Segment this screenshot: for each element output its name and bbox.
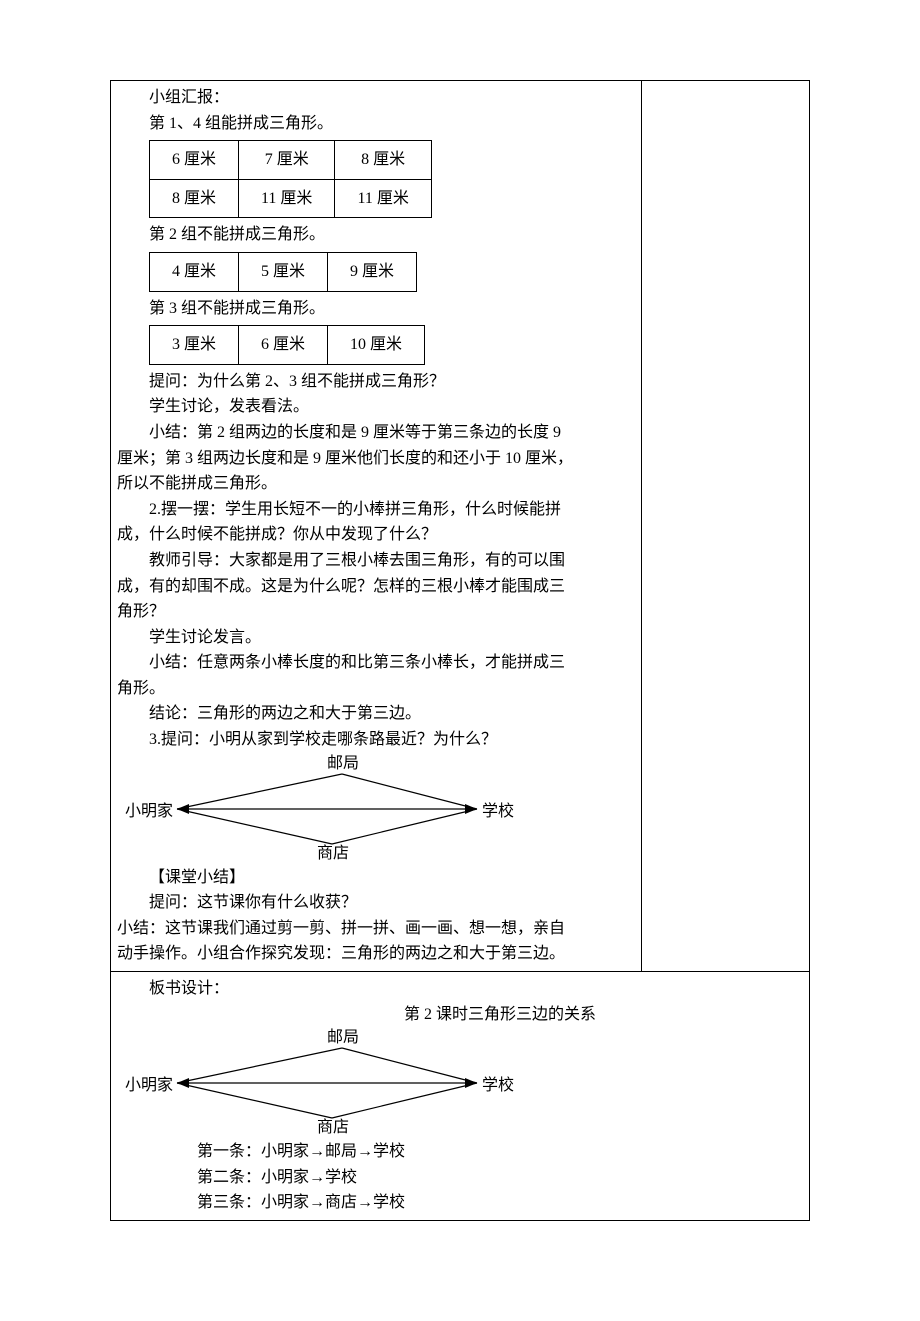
label-school: 学校 — [482, 799, 514, 825]
board-title: 第 2 课时三角形三边的关系 — [197, 1002, 803, 1028]
table-cell: 10 厘米 — [328, 326, 425, 365]
report-line1: 第 1、4 组能拼成三角形。 — [117, 111, 635, 137]
table-cell: 6 厘米 — [150, 141, 239, 180]
route-diagram-1: 邮局 小明家 学校 商店 — [147, 759, 547, 859]
route-diagram-2: 邮局 小明家 学校 商店 — [147, 1033, 547, 1133]
label-shop-2: 商店 — [317, 1115, 349, 1141]
table-cell: 8 厘米 — [335, 141, 431, 180]
main-content-cell: 小组汇报： 第 1、4 组能拼成三角形。 6 厘米 7 厘米 8 厘米 8 厘米… — [111, 81, 642, 972]
discuss-2: 学生讨论发言。 — [117, 625, 635, 651]
table-cell: 7 厘米 — [239, 141, 335, 180]
table-cell: 3 厘米 — [150, 326, 239, 365]
activity-2b: 成，什么时候不能拼成？你从中发现了什么？ — [117, 522, 635, 548]
board-route-2: 第二条：小明家→学校 — [197, 1165, 803, 1191]
class-summary-q: 提问：这节课你有什么收获？ — [117, 890, 635, 916]
activity-2a: 2.摆一摆：学生用长短不一的小棒拼三角形，什么时候能拼 — [117, 497, 635, 523]
report-heading: 小组汇报： — [117, 85, 635, 111]
summary-1b: 厘米；第 3 组两边长度和是 9 厘米他们长度的和还小于 10 厘米， — [117, 446, 635, 472]
summary-2a: 小结：任意两条小棒长度的和比第三条小棒长，才能拼成三 — [117, 650, 635, 676]
label-post-office-2: 邮局 — [327, 1025, 359, 1051]
class-summary-s1: 小结：这节课我们通过剪一剪、拼一拼、画一画、想一想，亲自 — [117, 916, 635, 942]
label-home: 小明家 — [125, 799, 173, 825]
table-cell: 11 厘米 — [239, 179, 335, 218]
table-cell: 4 厘米 — [150, 252, 239, 291]
label-post-office: 邮局 — [327, 751, 359, 777]
table-cell: 5 厘米 — [239, 252, 328, 291]
table-cell: 8 厘米 — [150, 179, 239, 218]
question-3: 3.提问：小明从家到学校走哪条路最近？为什么？ — [117, 727, 635, 753]
table-cell: 9 厘米 — [328, 252, 417, 291]
summary-1c: 所以不能拼成三角形。 — [117, 471, 635, 497]
board-heading: 板书设计： — [117, 976, 803, 1002]
board-route-1: 第一条：小明家→邮局→学校 — [197, 1139, 803, 1165]
guide-3: 角形？ — [117, 599, 635, 625]
class-summary-heading: 【课堂小结】 — [117, 865, 635, 891]
table-cell: 6 厘米 — [239, 326, 328, 365]
report-line3: 第 3 组不能拼成三角形。 — [117, 296, 635, 322]
guide-2: 成，有的却围不成。这是为什么呢？怎样的三根小棒才能围成三 — [117, 574, 635, 600]
summary-1a: 小结：第 2 组两边的长度和是 9 厘米等于第三条边的长度 9 — [117, 420, 635, 446]
table-g2: 4 厘米 5 厘米 9 厘米 — [149, 252, 417, 292]
table-cell: 11 厘米 — [335, 179, 431, 218]
table-ok: 6 厘米 7 厘米 8 厘米 8 厘米 11 厘米 11 厘米 — [149, 140, 432, 218]
discuss-1: 学生讨论，发表看法。 — [117, 394, 635, 420]
table-g3: 3 厘米 6 厘米 10 厘米 — [149, 325, 425, 365]
guide-1: 教师引导：大家都是用了三根小棒去围三角形，有的可以围 — [117, 548, 635, 574]
label-school-2: 学校 — [482, 1073, 514, 1099]
right-empty-cell — [642, 81, 810, 972]
label-shop: 商店 — [317, 841, 349, 867]
question-1: 提问：为什么第 2、3 组不能拼成三角形？ — [117, 369, 635, 395]
board-design-cell: 板书设计： 第 2 课时三角形三边的关系 邮局 小明家 学校 商店 第一条：小明… — [111, 972, 810, 1221]
report-line2: 第 2 组不能拼成三角形。 — [117, 222, 635, 248]
class-summary-s2: 动手操作。小组合作探究发现：三角形的两边之和大于第三边。 — [117, 941, 635, 967]
summary-2b: 角形。 — [117, 676, 635, 702]
board-route-3: 第三条：小明家→商店→学校 — [197, 1190, 803, 1216]
lesson-table: 小组汇报： 第 1、4 组能拼成三角形。 6 厘米 7 厘米 8 厘米 8 厘米… — [110, 80, 810, 1221]
label-home-2: 小明家 — [125, 1073, 173, 1099]
conclusion: 结论：三角形的两边之和大于第三边。 — [117, 701, 635, 727]
